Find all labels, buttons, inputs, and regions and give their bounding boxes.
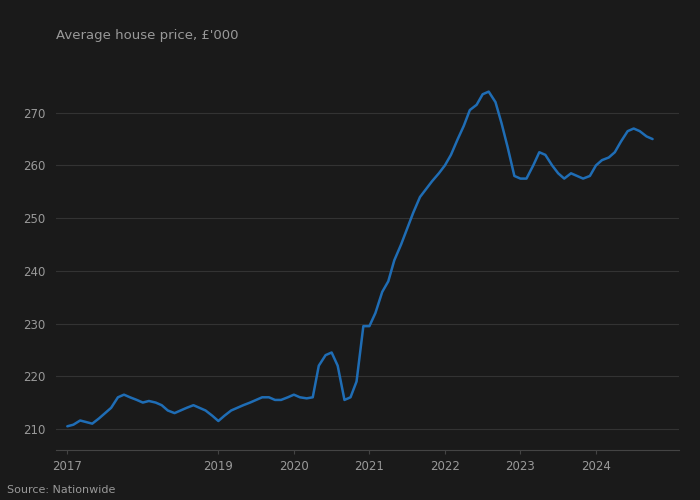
Text: Source: Nationwide: Source: Nationwide: [7, 485, 116, 495]
Text: Average house price, £'000: Average house price, £'000: [56, 29, 239, 42]
